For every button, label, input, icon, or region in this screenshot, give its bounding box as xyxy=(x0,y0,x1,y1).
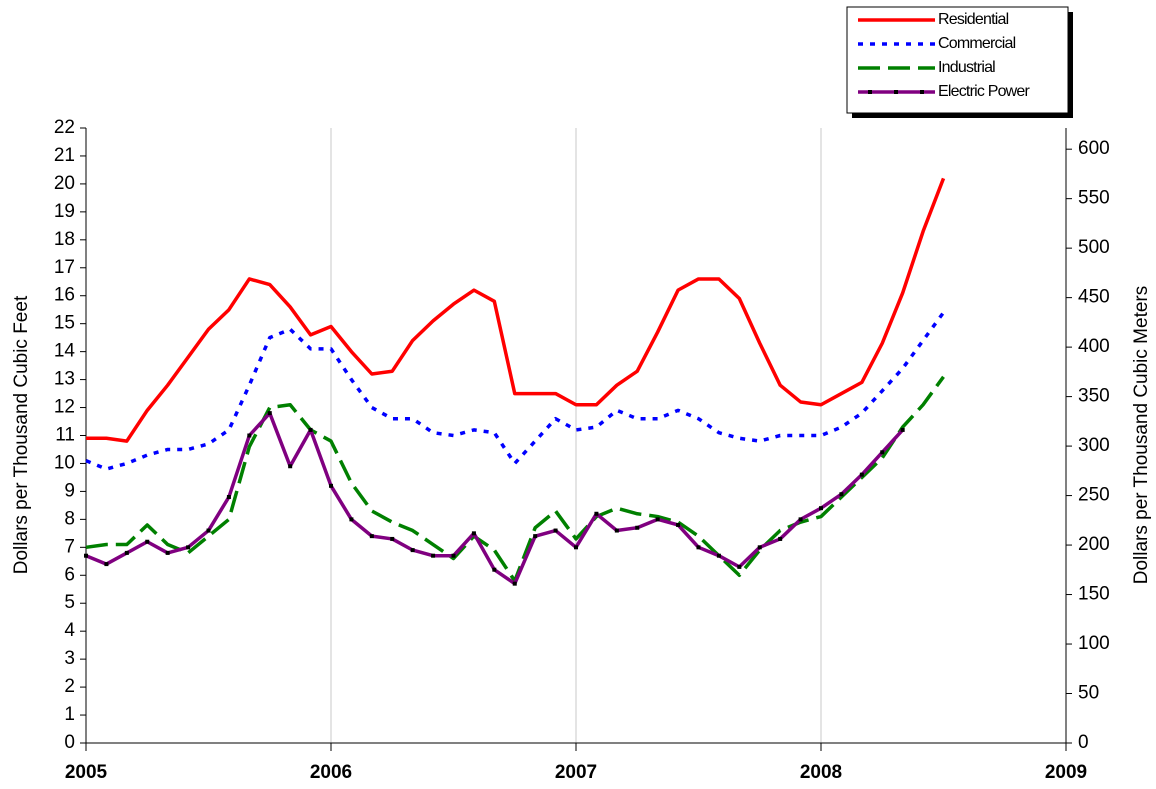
point-marker xyxy=(145,539,150,544)
y-tick-label: 12 xyxy=(54,397,75,418)
y-tick-label: 9 xyxy=(64,480,75,501)
y2-tick-label: 250 xyxy=(1078,485,1110,506)
x-tick-label: 2007 xyxy=(555,762,597,783)
point-marker xyxy=(165,550,170,555)
y-axis-label: Dollars per Thousand Cubic Feet xyxy=(11,295,32,574)
y2-tick-label: 200 xyxy=(1078,534,1110,555)
point-marker xyxy=(594,511,599,516)
point-marker xyxy=(84,553,88,558)
y-tick-label: 8 xyxy=(64,508,75,529)
point-marker xyxy=(369,534,374,539)
y-tick-label: 2 xyxy=(64,676,75,697)
y-tick-label: 5 xyxy=(64,592,75,613)
point-marker xyxy=(819,506,823,511)
legend-label: Residential xyxy=(938,11,1009,28)
point-marker xyxy=(410,548,415,553)
y-tick-label: 10 xyxy=(54,452,75,473)
point-marker xyxy=(553,528,558,533)
point-marker xyxy=(186,545,191,550)
y-tick-label: 17 xyxy=(54,257,75,278)
point-marker xyxy=(655,517,660,522)
point-marker xyxy=(614,528,619,533)
point-marker xyxy=(267,411,272,416)
point-marker xyxy=(635,525,640,530)
point-marker xyxy=(288,464,293,469)
y2-tick-label: 50 xyxy=(1078,683,1099,704)
y-tick-label: 21 xyxy=(54,145,75,166)
y2-tick-label: 400 xyxy=(1078,336,1110,357)
point-marker xyxy=(696,545,701,550)
legend-box xyxy=(846,6,1069,114)
y2-tick-label: 150 xyxy=(1078,584,1110,605)
point-marker xyxy=(716,553,721,558)
legend-marker xyxy=(868,90,872,94)
y-tick-label: 1 xyxy=(64,704,75,725)
legend: Residential Commercial Industrial Electric … xyxy=(846,6,1073,118)
y-tick-label: 22 xyxy=(54,117,75,138)
point-marker xyxy=(778,536,783,541)
point-marker xyxy=(349,517,354,522)
legend-marker xyxy=(920,90,924,94)
y2-tick-label: 0 xyxy=(1078,732,1089,753)
x-tick-label: 2005 xyxy=(65,762,108,783)
y2-tick-label: 100 xyxy=(1078,633,1110,654)
point-marker xyxy=(798,517,803,522)
y-tick-label: 16 xyxy=(54,285,75,306)
point-marker xyxy=(124,550,129,555)
y2-tick-label: 550 xyxy=(1078,188,1110,209)
point-marker xyxy=(880,450,885,455)
point-marker xyxy=(390,536,395,541)
x-tick-label: 2006 xyxy=(310,762,352,783)
y-tick-label: 6 xyxy=(64,564,75,585)
series-line xyxy=(85,311,945,471)
point-marker xyxy=(492,567,497,572)
point-marker xyxy=(206,528,211,533)
x-tick-label: 2008 xyxy=(800,762,842,783)
y-tick-label: 14 xyxy=(54,341,76,362)
y-tick-label: 0 xyxy=(64,732,75,753)
point-marker xyxy=(308,427,313,432)
point-marker xyxy=(533,534,538,539)
series-line xyxy=(86,177,946,443)
y-tick-label: 18 xyxy=(54,229,75,250)
legend-marker xyxy=(894,90,898,94)
point-marker xyxy=(839,492,844,497)
legend-label: Commercial xyxy=(938,35,1016,52)
y2-tick-label: 350 xyxy=(1078,386,1110,407)
point-marker xyxy=(104,562,109,567)
y2-tick-label: 300 xyxy=(1078,435,1110,456)
point-marker xyxy=(451,553,456,558)
point-marker xyxy=(471,531,476,536)
y2-tick-label: 600 xyxy=(1078,138,1110,159)
y-tick-label: 7 xyxy=(64,536,75,557)
point-marker xyxy=(900,427,905,432)
point-marker xyxy=(757,545,762,550)
point-marker xyxy=(226,495,231,499)
point-marker xyxy=(859,472,864,477)
point-marker xyxy=(329,483,333,488)
y-tick-label: 11 xyxy=(55,425,75,446)
point-marker xyxy=(512,581,517,586)
legend-label: Industrial xyxy=(938,59,995,76)
point-marker xyxy=(676,522,681,527)
y-tick-label: 19 xyxy=(54,201,75,222)
point-marker xyxy=(737,564,742,569)
y2-tick-label: 500 xyxy=(1078,237,1110,258)
y2-axis-label: Dollars per Thousand Cubic Meters xyxy=(1131,286,1152,585)
y-tick-label: 3 xyxy=(64,648,75,669)
y2-tick-label: 450 xyxy=(1078,287,1110,308)
x-tick-label: 2009 xyxy=(1045,762,1087,783)
y-tick-label: 15 xyxy=(54,313,75,334)
y-tick-label: 13 xyxy=(54,369,75,390)
y-tick-label: 4 xyxy=(64,620,75,641)
point-marker xyxy=(431,553,436,558)
legend-label: Electric Power xyxy=(938,83,1031,100)
y-tick-label: 20 xyxy=(54,173,75,194)
point-marker xyxy=(247,433,252,438)
point-marker xyxy=(574,545,578,550)
